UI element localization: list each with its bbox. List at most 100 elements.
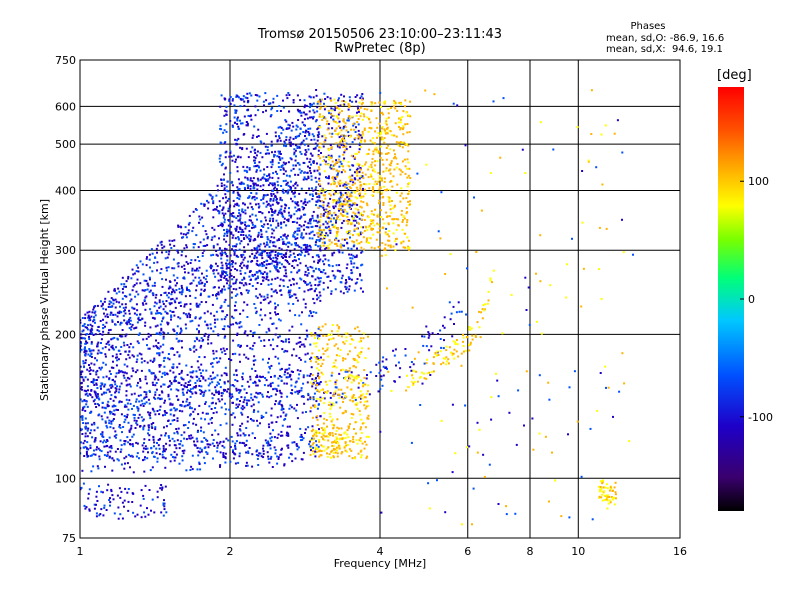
echo-point bbox=[217, 433, 220, 436]
echo-point bbox=[434, 353, 437, 355]
echo-point bbox=[263, 345, 266, 347]
echo-point bbox=[136, 358, 139, 361]
echo-point bbox=[274, 277, 277, 280]
echo-point bbox=[319, 224, 322, 227]
echo-point bbox=[227, 230, 230, 233]
echo-point bbox=[318, 194, 321, 197]
echo-point bbox=[82, 442, 85, 445]
echo-point bbox=[152, 438, 155, 441]
echo-point bbox=[334, 275, 337, 278]
echo-point bbox=[337, 239, 340, 242]
echo-point bbox=[253, 238, 256, 240]
echo-point bbox=[343, 134, 346, 137]
echo-point bbox=[225, 113, 228, 116]
echo-point bbox=[346, 212, 349, 215]
echo-point bbox=[306, 157, 309, 160]
echo-point bbox=[279, 139, 282, 142]
echo-point bbox=[253, 303, 256, 305]
echo-point bbox=[302, 343, 305, 346]
echo-point bbox=[83, 504, 86, 507]
echo-point bbox=[280, 392, 283, 395]
echo-point bbox=[350, 195, 353, 198]
echo-point bbox=[346, 196, 349, 199]
echo-point bbox=[289, 250, 292, 253]
echo-point bbox=[177, 251, 180, 254]
echo-point bbox=[111, 419, 114, 422]
echo-point bbox=[162, 447, 165, 450]
echo-point bbox=[116, 359, 119, 362]
echo-point bbox=[254, 114, 257, 117]
echo-point bbox=[89, 323, 92, 326]
echo-point bbox=[148, 402, 151, 405]
echo-point bbox=[221, 392, 224, 395]
echo-point bbox=[374, 130, 377, 133]
echo-point bbox=[471, 334, 474, 337]
echo-point bbox=[135, 264, 138, 267]
echo-point bbox=[144, 324, 147, 327]
echo-point bbox=[334, 448, 337, 451]
echo-point bbox=[352, 164, 355, 167]
echo-point bbox=[212, 439, 215, 441]
echo-point bbox=[153, 359, 156, 362]
echo-point bbox=[373, 183, 376, 186]
echo-point bbox=[259, 178, 262, 181]
echo-point bbox=[291, 265, 294, 267]
echo-point bbox=[331, 270, 334, 273]
echo-point bbox=[361, 133, 364, 136]
echo-point bbox=[166, 373, 169, 376]
echo-point bbox=[240, 293, 243, 296]
echo-point bbox=[265, 219, 267, 222]
echo-point bbox=[261, 395, 264, 398]
echo-point bbox=[200, 417, 203, 420]
echo-point bbox=[196, 379, 199, 382]
echo-point bbox=[221, 273, 224, 276]
echo-point bbox=[84, 313, 87, 316]
echo-point bbox=[278, 362, 281, 365]
echo-point bbox=[213, 393, 216, 396]
echo-point bbox=[249, 185, 252, 188]
echo-point bbox=[289, 374, 292, 376]
echo-point bbox=[348, 288, 351, 291]
echo-point bbox=[309, 102, 312, 105]
echo-point bbox=[423, 377, 426, 380]
echo-point bbox=[93, 390, 96, 393]
echo-point bbox=[277, 222, 280, 225]
echo-point bbox=[207, 207, 210, 210]
echo-point bbox=[146, 256, 148, 259]
echo-point bbox=[80, 373, 83, 376]
echo-point bbox=[296, 254, 299, 256]
echo-point bbox=[288, 255, 291, 258]
echo-point bbox=[177, 381, 180, 384]
echo-point bbox=[146, 361, 149, 364]
echo-point bbox=[174, 408, 177, 411]
echo-point bbox=[104, 420, 107, 423]
echo-point bbox=[300, 278, 303, 281]
echo-point bbox=[356, 105, 359, 108]
echo-point bbox=[101, 382, 104, 385]
echo-point bbox=[360, 251, 363, 254]
echo-point bbox=[158, 413, 161, 416]
echo-point bbox=[310, 138, 313, 141]
echo-point bbox=[482, 304, 485, 307]
echo-point bbox=[159, 241, 162, 244]
echo-point bbox=[351, 204, 354, 207]
echo-point bbox=[248, 237, 250, 240]
echo-point bbox=[176, 366, 179, 369]
echo-point bbox=[175, 337, 178, 340]
echo-point bbox=[327, 123, 330, 125]
echo-point bbox=[188, 221, 191, 224]
echo-point bbox=[280, 340, 283, 342]
echo-point bbox=[294, 149, 297, 152]
echo-point bbox=[256, 392, 259, 395]
echo-point bbox=[147, 432, 149, 435]
echo-point bbox=[146, 283, 149, 286]
echo-point bbox=[247, 289, 250, 292]
echo-point bbox=[89, 444, 92, 447]
echo-point bbox=[338, 170, 341, 173]
echo-point bbox=[124, 462, 126, 465]
echo-point bbox=[141, 317, 144, 320]
echo-point bbox=[345, 219, 348, 222]
echo-point bbox=[349, 99, 351, 102]
echo-point bbox=[432, 370, 435, 373]
echo-point bbox=[385, 117, 388, 120]
